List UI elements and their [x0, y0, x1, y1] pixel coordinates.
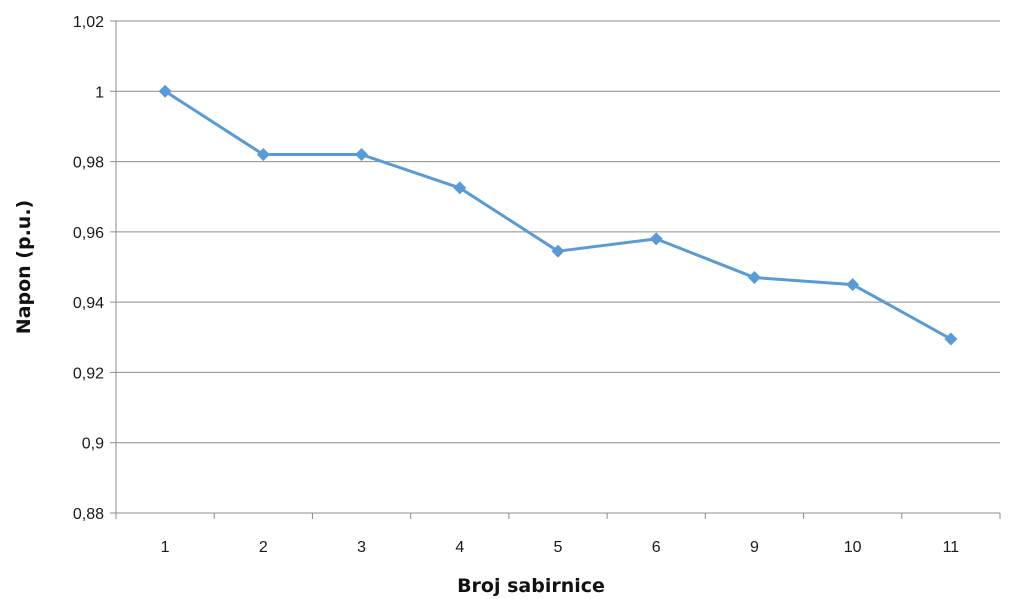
x-tick-label: 9	[750, 539, 759, 556]
x-tick-label: 10	[844, 539, 862, 556]
y-tick-label: 0,92	[73, 365, 104, 382]
y-tick-label: 0,88	[73, 506, 104, 523]
data-point-marker	[944, 332, 958, 346]
x-tick-label: 6	[652, 539, 661, 556]
y-axis-title: Napon (p.u.)	[13, 200, 35, 334]
x-tick-labels: 1 2 3 4 5 6 9 10 11	[161, 539, 960, 556]
y-tick-label: 1,02	[73, 14, 104, 31]
data-point-marker	[158, 84, 172, 98]
data-point-marker	[551, 244, 565, 258]
series	[158, 84, 958, 346]
data-point-marker	[649, 232, 663, 246]
y-tick-label: 0,98	[73, 155, 104, 172]
x-tick-label: 2	[259, 539, 268, 556]
data-point-marker	[747, 271, 761, 285]
x-tick-label: 3	[357, 539, 366, 556]
data-point-marker	[846, 278, 860, 292]
y-tick-label: 0,9	[82, 436, 104, 453]
y-tick-label: 0,94	[73, 295, 104, 312]
x-tick-label: 5	[554, 539, 563, 556]
axes	[110, 20, 1001, 519]
data-point-marker	[453, 181, 467, 195]
gridlines	[116, 20, 1000, 444]
y-tick-labels: 0,88 0,9 0,92 0,94 0,96 0,98 1 1,02	[73, 14, 104, 523]
x-tick-label: 4	[455, 539, 464, 556]
x-tick-label: 11	[943, 539, 960, 556]
x-tick-label: 1	[161, 539, 170, 556]
y-tick-label: 1	[95, 84, 104, 101]
data-point-marker	[355, 148, 369, 162]
data-point-marker	[256, 148, 270, 162]
y-tick-label: 0,96	[73, 225, 104, 242]
x-axis-title: Broj sabirnice	[457, 575, 605, 597]
